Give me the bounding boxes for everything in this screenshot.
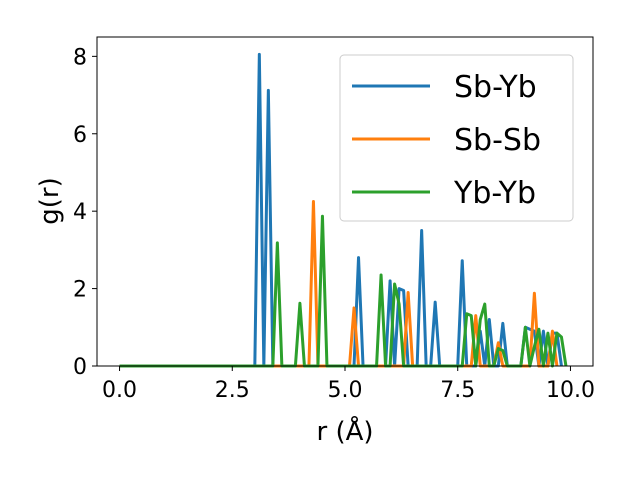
y-tick-label: 0 <box>73 355 87 380</box>
legend-label-sb-yb: Sb-Yb <box>454 70 537 105</box>
y-axis-label: g(r) <box>35 177 65 224</box>
legend: Sb-Yb Sb-Sb Yb-Yb <box>339 54 574 222</box>
x-tick-label: 0.0 <box>102 378 137 403</box>
y-tick-label: 6 <box>73 123 87 148</box>
tick-layer: 0.0 2.5 5.0 7.5 10.0 0 2 4 6 8 <box>73 45 595 403</box>
y-tick-label: 2 <box>73 278 87 303</box>
y-tick-label: 4 <box>73 200 87 225</box>
x-tick-label: 10.0 <box>546 378 595 403</box>
x-tick-label: 7.5 <box>440 378 475 403</box>
x-axis-label: r (Å) <box>316 415 373 447</box>
y-tick-label: 8 <box>73 45 87 70</box>
legend-label-sb-sb: Sb-Sb <box>454 123 541 158</box>
legend-box <box>339 54 574 222</box>
legend-label-yb-yb: Yb-Yb <box>453 176 536 211</box>
x-tick-label: 5.0 <box>328 378 363 403</box>
x-tick-label: 2.5 <box>215 378 250 403</box>
